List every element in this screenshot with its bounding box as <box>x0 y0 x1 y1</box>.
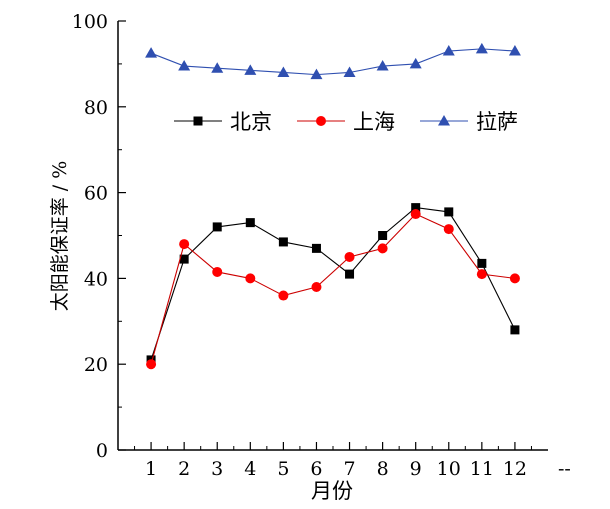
y-tick-label: 80 <box>84 97 108 119</box>
x-tick-label: 4 <box>244 458 256 480</box>
data-point <box>410 209 421 220</box>
legend-marker <box>193 116 203 126</box>
series-1 <box>146 203 520 365</box>
data-point <box>477 258 487 268</box>
series-line <box>150 213 515 365</box>
y-tick-label: 0 <box>96 440 108 462</box>
x-tick-label: 5 <box>277 458 289 480</box>
series-3 <box>145 42 521 80</box>
x-tick-label: 2 <box>178 458 190 480</box>
data-point <box>179 254 189 264</box>
data-point <box>245 218 255 228</box>
data-point <box>444 207 454 217</box>
legend: 北京 上海 拉萨 <box>174 110 518 134</box>
data-point <box>508 45 521 56</box>
x-tick-label: 6 <box>310 458 322 480</box>
data-point <box>179 239 190 250</box>
x-tick-label: 3 <box>211 458 223 480</box>
data-point <box>211 62 224 73</box>
series-line <box>150 207 516 361</box>
x-axis-trailing-mark: -- <box>558 458 571 480</box>
data-point <box>345 269 355 279</box>
data-point <box>311 281 322 292</box>
data-point <box>145 47 158 58</box>
x-tick-label: 8 <box>377 458 389 480</box>
legend-label: 拉萨 <box>476 110 518 134</box>
legend-item-1: 北京 <box>174 110 272 134</box>
data-point <box>475 42 488 54</box>
x-tick-label: 1 <box>145 458 157 480</box>
series-line <box>150 48 515 76</box>
legend-label: 上海 <box>353 110 395 134</box>
series-2 <box>146 209 520 370</box>
data-point <box>245 273 256 284</box>
data-point <box>277 66 290 77</box>
data-point <box>409 57 422 69</box>
data-point <box>244 64 257 75</box>
y-tick-label: 20 <box>84 354 108 376</box>
legend-item-2: 上海 <box>297 110 395 134</box>
data-point <box>310 68 323 80</box>
x-axis-label: 月份 <box>311 479 353 503</box>
x-tick-label: 9 <box>410 458 422 480</box>
y-axis-label: 太阳能保证率 / % <box>49 161 71 312</box>
data-point <box>178 60 191 71</box>
data-point <box>311 243 321 253</box>
data-point <box>411 203 421 213</box>
data-point <box>376 60 389 71</box>
data-point <box>212 266 223 277</box>
y-tick-label: 60 <box>84 183 108 205</box>
y-tick-label: 100 <box>72 11 108 33</box>
series-layer <box>145 42 521 370</box>
data-point <box>212 222 222 232</box>
data-point <box>343 66 356 77</box>
data-point <box>377 243 388 254</box>
x-tick-label: 7 <box>343 458 355 480</box>
legend-marker <box>316 116 326 126</box>
data-point <box>278 237 288 247</box>
data-point <box>146 359 157 370</box>
x-tick-label: 11 <box>470 458 494 480</box>
data-point <box>442 45 455 56</box>
x-tick-label: 12 <box>503 458 527 480</box>
data-point <box>509 273 520 284</box>
data-point <box>443 224 454 235</box>
legend-marker <box>438 115 450 126</box>
data-point <box>278 290 289 301</box>
data-point <box>344 251 355 262</box>
data-point <box>510 325 520 335</box>
x-tick-label: 10 <box>437 458 461 480</box>
data-point <box>378 231 388 240</box>
legend-item-3: 拉萨 <box>420 110 518 134</box>
y-tick-label: 40 <box>84 268 108 290</box>
data-point <box>476 269 487 280</box>
legend-label: 北京 <box>230 110 272 134</box>
